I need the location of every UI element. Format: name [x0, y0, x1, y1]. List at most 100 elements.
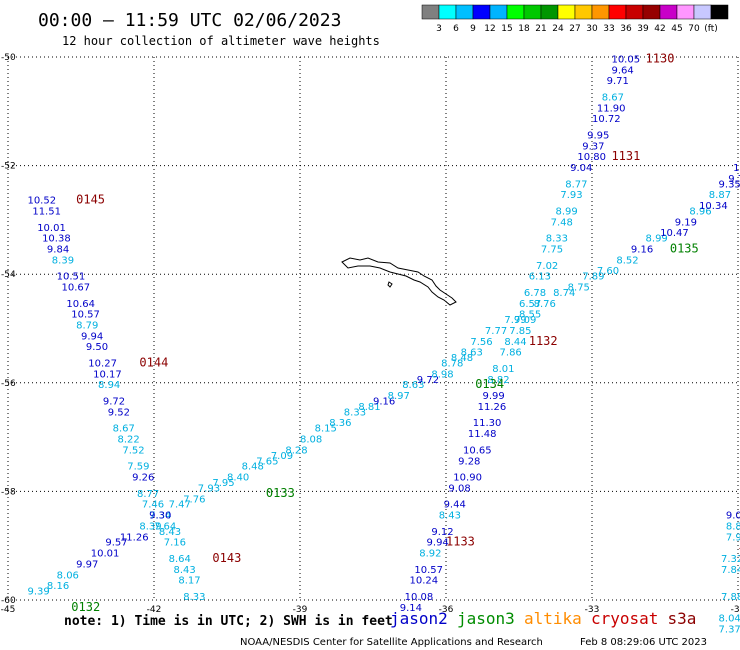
wave-height-point: 8.99	[556, 206, 578, 217]
wave-height-point: 8.77	[565, 179, 587, 190]
color-swatch	[676, 4, 695, 20]
wave-height-point: 8.44	[504, 337, 526, 348]
wave-height-point: 10.01	[91, 549, 120, 560]
wave-height-point: 7.88	[721, 592, 740, 603]
wave-height-point: 10.27	[733, 163, 740, 174]
wave-height-point: 10.24	[410, 576, 439, 587]
x-tick-label: -33	[585, 605, 600, 615]
pass-time-label: 0135	[670, 241, 699, 255]
color-swatch	[455, 4, 474, 20]
wave-height-point: 8.43	[173, 565, 195, 576]
wave-height-point: 9.39	[27, 587, 49, 598]
x-tick-label: -36	[439, 605, 454, 615]
wave-height-point: 8.98	[431, 369, 453, 380]
wave-height-point: 11.48	[468, 429, 497, 440]
wave-height-point: 8.55	[519, 310, 541, 321]
wave-height-point: 7.09	[271, 451, 293, 462]
wave-height-point: 8.43	[439, 511, 461, 522]
wave-height-point: 8.04	[719, 614, 740, 625]
y-tick-label: -58	[1, 487, 16, 497]
wave-height-point: 8.76	[534, 299, 556, 310]
satellite-legend: jason2 jason3 altika cryosat s3a	[390, 609, 696, 628]
wave-height-point: 8.08	[300, 435, 322, 446]
wave-height-point: 10.57	[414, 565, 443, 576]
wave-height-point: 8.63	[402, 380, 424, 391]
wave-height-point: 10.52	[27, 196, 56, 207]
y-tick-label: -56	[1, 379, 16, 389]
pass-time-label: 0144	[139, 356, 168, 370]
color-swatch	[625, 4, 644, 20]
wave-height-point: 7.37	[719, 625, 740, 636]
wave-height-point: 7.02	[536, 261, 558, 272]
x-tick-label: -45	[1, 605, 16, 615]
altimeter-tracks: 10.5211.5110.0110.389.848.3910.5110.6710…	[27, 51, 740, 635]
wave-height-point: 7.86	[500, 348, 522, 359]
color-swatch	[693, 4, 712, 20]
color-scale-label: 30	[586, 24, 598, 34]
chart-title: 00:00 – 11:59 UTC 02/06/2023	[38, 10, 341, 31]
satellite-name: jason3	[457, 609, 515, 628]
color-swatch	[540, 4, 559, 20]
color-swatch	[659, 4, 678, 20]
pass-time-label: 0132	[71, 600, 100, 614]
wave-height-point: 10.57	[71, 310, 100, 321]
wave-height-point: 8.99	[646, 234, 668, 245]
x-tick-label: -42	[147, 605, 162, 615]
wave-height-point: 9.16	[373, 397, 395, 408]
pass-time-label: 0133	[266, 486, 295, 500]
color-scale-label: (ft)	[704, 24, 718, 34]
wave-height-point: 7.60	[597, 266, 619, 277]
wave-height-point: 8.67	[113, 424, 135, 435]
wave-height-point: 10.34	[699, 201, 728, 212]
wave-height-point: 10.90	[453, 473, 482, 484]
wave-height-point: 8.43	[159, 527, 181, 538]
wave-height-point: 8.92	[419, 549, 441, 560]
wave-height-point: 9.04	[570, 163, 592, 174]
wave-height-point: 8.96	[689, 206, 711, 217]
wave-height-point: 7.48	[551, 217, 573, 228]
wave-height-point: 7.65	[256, 456, 278, 467]
wave-height-point: 9.94	[427, 538, 449, 549]
footer-note: note: 1) Time is in UTC; 2) SWH is in fe…	[64, 614, 393, 629]
wave-height-point: 8.39	[52, 255, 74, 266]
wave-height-point: 7.84	[721, 565, 740, 576]
color-scale-label: 3	[436, 24, 442, 34]
wave-height-point: 9.19	[675, 217, 697, 228]
wave-height-point: 9.44	[444, 500, 466, 511]
wave-height-point: 7.76	[183, 494, 205, 505]
color-scale-label: 45	[671, 24, 682, 34]
wave-height-point: 9.57	[105, 538, 127, 549]
wave-height-point: 10.17	[93, 369, 122, 380]
pass-time-label: 1131	[611, 149, 640, 163]
wave-height-point: 8.63	[461, 348, 483, 359]
wave-height-point: 7.95	[212, 478, 234, 489]
wave-height-point: 9.50	[86, 342, 108, 353]
pass-time-label: 1133	[446, 535, 475, 549]
wave-height-point: 8.40	[227, 473, 249, 484]
wave-height-point: 9.26	[132, 473, 154, 484]
wave-height-point: 8.33	[183, 592, 205, 603]
wave-height-point: 7.75	[541, 244, 563, 255]
pass-time-label: 1132	[529, 334, 558, 348]
wave-height-point: 11.51	[32, 206, 61, 217]
wave-height-point: 9.52	[108, 407, 130, 418]
wave-height-point: 9.94	[81, 331, 103, 342]
wave-height-point: 8.64	[169, 554, 191, 565]
axis-tick-labels: -45 -42 -39 -36 -33 -30 -50 -52 -54 -56 -58 -60	[1, 53, 740, 615]
wave-height-point: 6.57	[519, 299, 541, 310]
pass-time-label: 1	[738, 546, 740, 560]
wave-height-point: 8.28	[285, 445, 307, 456]
wave-height-point: 8.15	[315, 424, 337, 435]
y-tick-label: -52	[1, 162, 16, 172]
color-scale-label: 6	[453, 24, 459, 34]
wave-height-point: 7.93	[560, 190, 582, 201]
color-scale-label: 33	[603, 24, 614, 34]
wave-height-point: 10.65	[463, 445, 492, 456]
wave-height-point: 8.79	[76, 321, 98, 332]
wave-height-point: 10.51	[57, 272, 86, 283]
chart-subtitle: 12 hour collection of altimeter wave hei…	[62, 34, 380, 48]
pass-time-label: 0134	[475, 377, 504, 391]
wave-height-point: 8.94	[98, 380, 120, 391]
wave-height-point: 7.09	[514, 315, 536, 326]
